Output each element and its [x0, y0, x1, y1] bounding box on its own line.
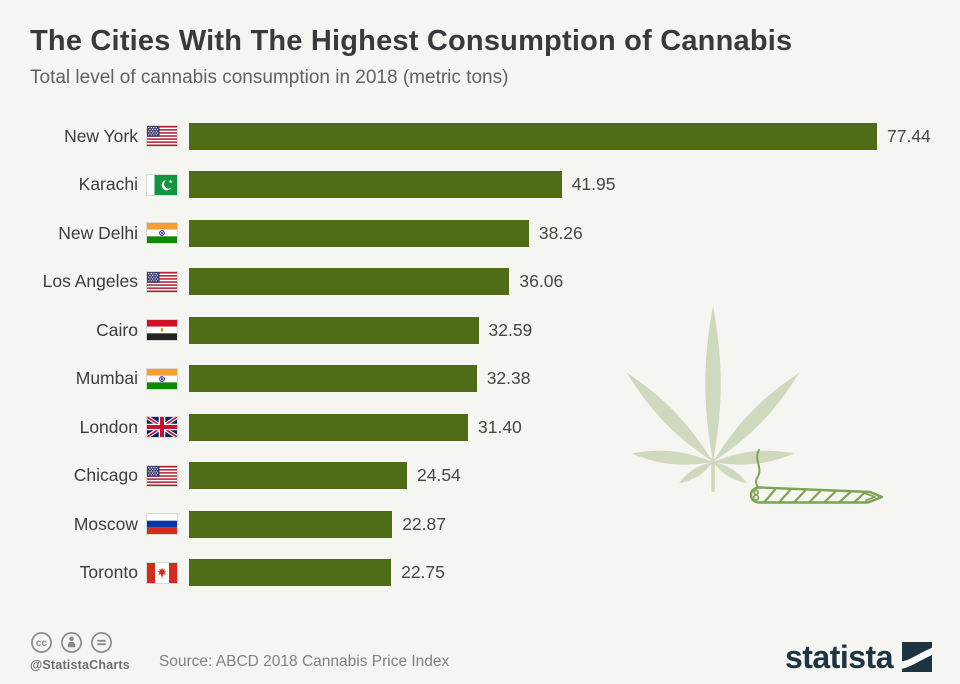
flag-icon-egypt [147, 320, 177, 341]
value-label-karachi: 41.95 [571, 174, 616, 195]
bar-toronto [189, 559, 392, 587]
license-block: cc @StatistaCharts [30, 631, 130, 672]
statista-logo: statista [784, 638, 932, 675]
chart-row-new-york: New York 77.44 [30, 112, 960, 161]
flag-icon-united-states [147, 126, 177, 147]
cannabis-leaf-icon [621, 306, 805, 492]
chart-row-new-delhi: New Delhi 38.26 [30, 209, 960, 258]
city-label-new-delhi: New Delhi [58, 222, 138, 243]
flag-icon-united-states [147, 465, 177, 486]
city-label-los-angeles: Los Angeles [42, 271, 138, 292]
chart-row-mumbai: Mumbai 32.38 [30, 355, 960, 404]
no-derivatives-icon [91, 632, 112, 653]
flag-icon-united-states [147, 271, 177, 292]
city-label-london: London [79, 416, 138, 437]
creative-commons-icons: cc [30, 631, 113, 654]
bar-new-delhi [189, 219, 529, 247]
flag-icon-india [147, 223, 177, 244]
bar-mumbai [189, 365, 477, 393]
chart-row-moscow: Moscow 22.87 [30, 500, 960, 549]
chart-row-toronto: Toronto 22.75 [30, 549, 960, 598]
svg-text:cc: cc [36, 638, 48, 649]
cc-icon: cc [31, 632, 52, 653]
value-label-mumbai: 32.38 [486, 368, 531, 389]
cannabis-watermark [608, 290, 900, 518]
chart-row-london: London 31.40 [30, 403, 960, 452]
source-text: Source: ABCD 2018 Cannabis Price Index [158, 653, 450, 670]
joint-icon [749, 449, 884, 504]
bar-karachi [189, 171, 562, 199]
flag-icon-united-kingdom [147, 417, 177, 438]
city-label-new-york: New York [64, 125, 138, 146]
chart-row-karachi: Karachi 41.95 [30, 161, 960, 210]
chart-row-cairo: Cairo 32.59 [30, 306, 960, 355]
bar-cairo [189, 316, 479, 344]
footer: cc @StatistaCharts Source: ABCD 2018 Can… [30, 631, 932, 672]
flag-icon-india [147, 368, 177, 389]
page-subtitle: Total level of cannabis consumption in 2… [30, 67, 509, 88]
attribution-icon [61, 632, 82, 653]
statista-wordmark: statista [784, 638, 894, 675]
city-label-moscow: Moscow [73, 513, 138, 534]
value-label-moscow: 22.87 [402, 513, 446, 534]
bar-los-angeles [189, 268, 510, 296]
page-title: The Cities With The Highest Consumption … [30, 25, 793, 57]
bar-chicago [189, 462, 407, 490]
flag-icon-canada [147, 562, 177, 583]
flag-icon-pakistan [147, 174, 177, 195]
bar-new-york [189, 122, 877, 150]
city-label-chicago: Chicago [73, 465, 138, 486]
value-label-london: 31.40 [478, 416, 522, 437]
value-label-los-angeles: 36.06 [519, 271, 564, 292]
value-label-toronto: 22.75 [401, 562, 445, 583]
bar-moscow [189, 510, 393, 538]
city-label-karachi: Karachi [78, 174, 138, 195]
value-label-chicago: 24.54 [417, 465, 461, 486]
statista-charts-handle: @StatistaCharts [30, 658, 130, 672]
chart-row-chicago: Chicago 24.54 [30, 452, 960, 501]
city-label-toronto: Toronto [79, 562, 138, 583]
chart-row-los-angeles: Los Angeles 36.06 [30, 258, 960, 307]
statista-logo-icon [902, 642, 932, 672]
flag-icon-russia [147, 514, 177, 535]
city-label-mumbai: Mumbai [75, 368, 138, 389]
value-label-new-delhi: 38.26 [538, 222, 583, 243]
bar-london [189, 413, 468, 441]
cannabis-leaf-and-joint-illustration [621, 306, 884, 504]
value-label-new-york: 77.44 [887, 125, 931, 146]
city-label-cairo: Cairo [96, 319, 138, 340]
bar-chart: New York 77.44 Karachi 41.95 New Delhi 38.… [0, 112, 960, 597]
value-label-cairo: 32.59 [488, 319, 533, 340]
